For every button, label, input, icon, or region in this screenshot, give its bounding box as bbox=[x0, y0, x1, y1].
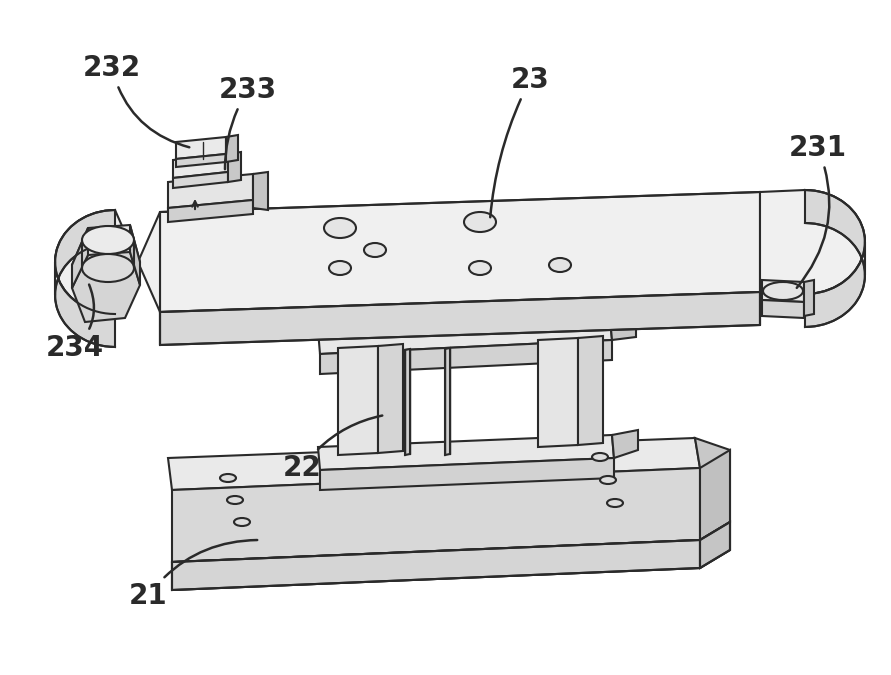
Ellipse shape bbox=[600, 476, 616, 484]
Ellipse shape bbox=[329, 261, 351, 275]
Text: 23: 23 bbox=[490, 66, 550, 217]
Polygon shape bbox=[55, 210, 115, 347]
Polygon shape bbox=[168, 438, 700, 490]
Ellipse shape bbox=[234, 518, 250, 526]
Text: 21: 21 bbox=[128, 540, 257, 610]
Ellipse shape bbox=[82, 254, 134, 282]
Text: 234: 234 bbox=[46, 285, 104, 362]
Ellipse shape bbox=[324, 218, 356, 238]
Polygon shape bbox=[700, 450, 730, 540]
Ellipse shape bbox=[592, 453, 608, 461]
Polygon shape bbox=[538, 338, 578, 447]
Text: 231: 231 bbox=[789, 134, 847, 288]
Polygon shape bbox=[320, 340, 612, 374]
Polygon shape bbox=[318, 435, 614, 470]
Polygon shape bbox=[760, 190, 865, 294]
Polygon shape bbox=[612, 430, 638, 458]
Ellipse shape bbox=[549, 258, 571, 272]
Ellipse shape bbox=[607, 499, 623, 507]
Polygon shape bbox=[172, 540, 700, 590]
Polygon shape bbox=[160, 192, 760, 312]
Polygon shape bbox=[762, 280, 804, 302]
Polygon shape bbox=[226, 135, 238, 162]
Text: 232: 232 bbox=[83, 54, 189, 147]
Polygon shape bbox=[172, 468, 700, 562]
Polygon shape bbox=[176, 154, 226, 167]
Polygon shape bbox=[445, 348, 450, 455]
Polygon shape bbox=[72, 252, 140, 322]
Ellipse shape bbox=[469, 261, 491, 275]
Polygon shape bbox=[160, 292, 760, 345]
Ellipse shape bbox=[227, 496, 243, 504]
Polygon shape bbox=[610, 315, 636, 340]
Polygon shape bbox=[378, 344, 403, 453]
Polygon shape bbox=[168, 200, 253, 222]
Polygon shape bbox=[578, 336, 603, 445]
Ellipse shape bbox=[220, 474, 236, 482]
Polygon shape bbox=[338, 346, 378, 455]
Polygon shape bbox=[55, 210, 160, 314]
Polygon shape bbox=[405, 349, 410, 455]
Polygon shape bbox=[762, 300, 804, 318]
Polygon shape bbox=[253, 172, 268, 210]
Polygon shape bbox=[172, 522, 730, 590]
Polygon shape bbox=[176, 137, 226, 159]
Ellipse shape bbox=[763, 282, 803, 300]
Text: 22: 22 bbox=[282, 416, 382, 482]
Polygon shape bbox=[700, 522, 730, 568]
Text: 233: 233 bbox=[219, 76, 277, 169]
Polygon shape bbox=[130, 225, 140, 285]
Polygon shape bbox=[318, 318, 612, 354]
Polygon shape bbox=[72, 225, 140, 299]
Polygon shape bbox=[168, 174, 253, 208]
Ellipse shape bbox=[364, 243, 386, 257]
Ellipse shape bbox=[82, 226, 134, 254]
Polygon shape bbox=[72, 228, 88, 288]
Polygon shape bbox=[805, 190, 865, 327]
Polygon shape bbox=[173, 154, 228, 178]
Polygon shape bbox=[695, 438, 730, 522]
Polygon shape bbox=[320, 458, 614, 490]
Polygon shape bbox=[804, 280, 814, 316]
Polygon shape bbox=[173, 172, 228, 188]
Ellipse shape bbox=[464, 212, 496, 232]
Polygon shape bbox=[228, 152, 241, 182]
